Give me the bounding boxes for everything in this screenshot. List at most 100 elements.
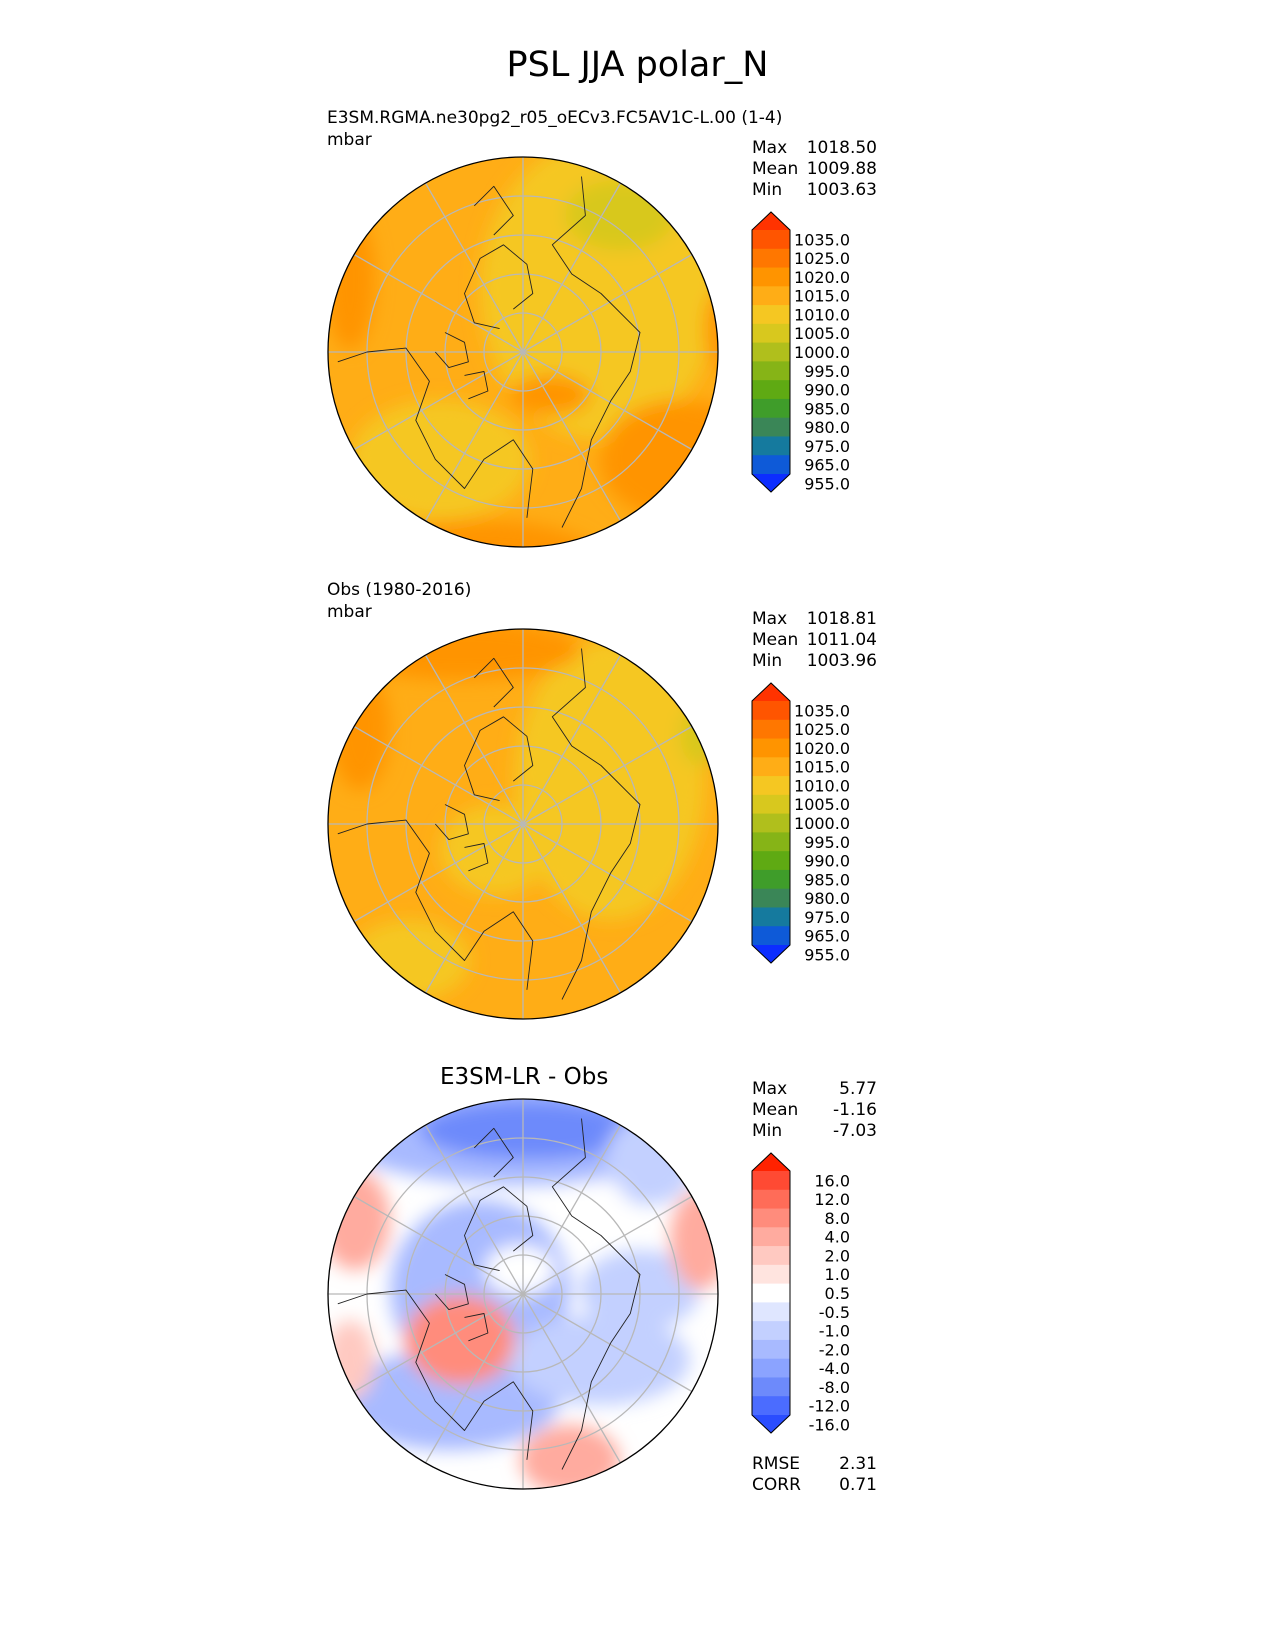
stat-max-value: 1018.81 bbox=[806, 609, 877, 629]
coastline bbox=[551, 648, 641, 1000]
panel-model-field bbox=[328, 157, 718, 547]
stat-max-value: 5.77 bbox=[839, 1079, 877, 1099]
longitude-gridline bbox=[522, 1124, 622, 1295]
coastline bbox=[464, 1186, 534, 1272]
panel-model-stats: Max 1018.50 Mean 1009.88 Min 1003.63 bbox=[752, 138, 877, 204]
colorbar-tick-label: 1025.0 bbox=[794, 720, 850, 739]
colorbar-tick-label: 985.0 bbox=[804, 399, 850, 418]
colorbar-segment bbox=[752, 230, 790, 250]
colorbar-tick-label: -4.0 bbox=[819, 1359, 850, 1378]
coastline bbox=[337, 819, 534, 990]
colorbar-segment bbox=[752, 342, 790, 362]
panel-model-title: E3SM.RGMA.ne30pg2_r05_oECv3.FC5AV1C-L.00… bbox=[327, 108, 783, 128]
panel-obs-units: mbar bbox=[327, 602, 372, 622]
colorbar-segment bbox=[752, 1264, 790, 1285]
colorbar-tick-label: 990.0 bbox=[804, 852, 850, 871]
colorbar-tick-label: 8.0 bbox=[825, 1209, 850, 1228]
colorbar-tick-label: 1020.0 bbox=[794, 739, 850, 758]
colorbar-tick-label: 975.0 bbox=[804, 908, 850, 927]
colorbar-tick-label: 1035.0 bbox=[794, 701, 850, 720]
longitude-gridline bbox=[353, 725, 524, 825]
longitude-gridline bbox=[353, 253, 524, 353]
coastline bbox=[337, 1289, 534, 1460]
colorbar-underflow-cap bbox=[752, 474, 790, 492]
coastline bbox=[551, 1118, 641, 1470]
colorbar-tick-label: -0.5 bbox=[819, 1303, 850, 1322]
coastline bbox=[473, 1127, 514, 1178]
longitude-gridline bbox=[424, 654, 524, 825]
stat-mean-label: Mean bbox=[752, 159, 799, 179]
coastline bbox=[464, 843, 489, 872]
stat-max-label: Max bbox=[752, 609, 788, 629]
longitude-gridline bbox=[522, 351, 622, 522]
colorbar-segment bbox=[752, 1358, 790, 1378]
colorbar-segment bbox=[752, 1171, 790, 1191]
colorbar-segment bbox=[752, 869, 790, 890]
colorbar-outline bbox=[751, 1152, 791, 1434]
colorbar-segment bbox=[752, 832, 790, 852]
polar-overlay-2 bbox=[327, 1098, 719, 1490]
stat-max-value: 1018.50 bbox=[806, 138, 877, 158]
corr-value: 0.71 bbox=[839, 1475, 877, 1495]
colorbar-segment bbox=[752, 361, 790, 381]
colorbar-tick-label: 990.0 bbox=[804, 381, 850, 400]
colorbar-segment bbox=[752, 398, 790, 419]
longitude-gridline bbox=[424, 1124, 524, 1295]
colorbar-segment bbox=[752, 738, 790, 758]
figure-title: PSL JJA polar_N bbox=[506, 45, 769, 85]
rmse-label: RMSE bbox=[752, 1454, 801, 1474]
colorbar-outline bbox=[751, 211, 791, 493]
colorbar-segment bbox=[752, 926, 790, 946]
colorbar-tick-label: 995.0 bbox=[804, 833, 850, 852]
colorbar-segment bbox=[752, 417, 790, 437]
coastline bbox=[551, 176, 641, 528]
longitude-gridline bbox=[522, 823, 693, 923]
colorbar-tick-label: -8.0 bbox=[819, 1378, 850, 1397]
coastline bbox=[434, 1274, 469, 1311]
stat-min-label: Min bbox=[752, 180, 783, 200]
colorbar-tick-label: 965.0 bbox=[804, 456, 850, 475]
colorbar-segment bbox=[752, 248, 790, 269]
colorbar-segment bbox=[752, 323, 790, 344]
corr-label: CORR bbox=[752, 1475, 801, 1495]
stat-max-label: Max bbox=[752, 138, 788, 158]
colorbar-tick-label: 1005.0 bbox=[794, 795, 850, 814]
colorbar-tick-label: -1.0 bbox=[819, 1322, 850, 1341]
colorbar-overflow-cap bbox=[752, 1153, 790, 1171]
colorbar-tick-label: 985.0 bbox=[804, 870, 850, 889]
colorbar-tick-label: 1000.0 bbox=[794, 343, 850, 362]
stat-mean-label: Mean bbox=[752, 1100, 799, 1120]
stat-mean-value: 1011.04 bbox=[806, 630, 877, 650]
colorbar-obs: 1035.01025.01020.01015.01010.01005.01000… bbox=[751, 682, 850, 964]
panel-diff-field bbox=[328, 1099, 718, 1489]
colorbar-segment bbox=[752, 305, 790, 325]
coastline bbox=[434, 804, 469, 841]
stat-max-label: Max bbox=[752, 1079, 788, 1099]
longitude-gridline bbox=[522, 351, 693, 451]
coastline bbox=[337, 347, 534, 518]
longitude-gridline bbox=[522, 823, 622, 994]
longitude-gridline bbox=[424, 1293, 524, 1464]
colorbar-segment bbox=[752, 701, 790, 721]
colorbar-segment bbox=[752, 436, 790, 456]
colorbar-segment bbox=[752, 286, 790, 306]
colorbar-segment bbox=[752, 1246, 790, 1266]
stat-min-label: Min bbox=[752, 1121, 783, 1141]
longitude-gridline bbox=[522, 1293, 693, 1393]
panel-model-units: mbar bbox=[327, 130, 372, 150]
colorbar-tick-label: 1025.0 bbox=[794, 249, 850, 268]
longitude-gridline bbox=[522, 654, 622, 825]
longitude-gridline bbox=[424, 182, 524, 353]
stat-mean-label: Mean bbox=[752, 630, 799, 650]
panel-diff-stats: Max 5.77 Mean -1.16 Min -7.03 bbox=[752, 1079, 877, 1145]
colorbar-segment bbox=[752, 380, 790, 400]
panel-diff-metrics: RMSE 2.31 CORR 0.71 bbox=[752, 1454, 877, 1498]
colorbar-segment bbox=[752, 776, 790, 796]
longitude-gridline bbox=[522, 253, 693, 353]
colorbar-segment bbox=[752, 1302, 790, 1322]
coastline bbox=[473, 657, 514, 708]
colorbar-segment bbox=[752, 1189, 790, 1210]
colorbar-tick-label: 995.0 bbox=[804, 362, 850, 381]
colorbar-tick-label: 1005.0 bbox=[794, 324, 850, 343]
